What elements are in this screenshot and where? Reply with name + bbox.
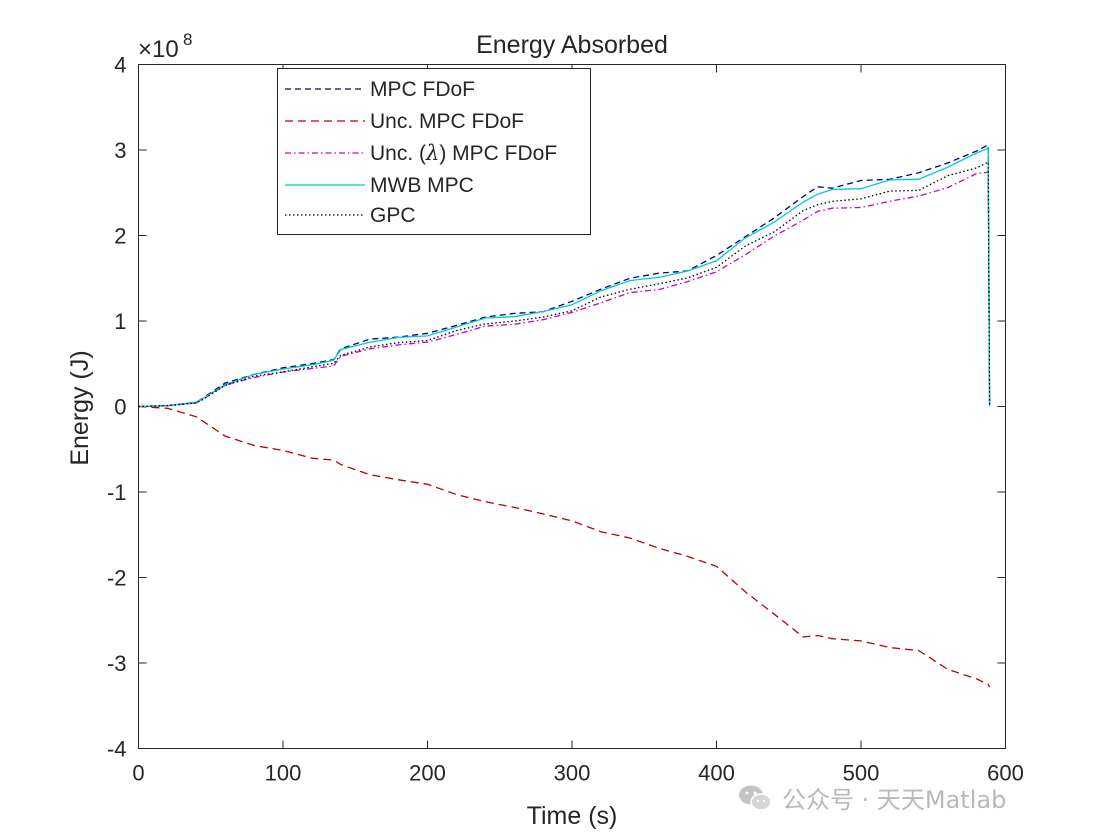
y-axis-label: Energy (J) bbox=[66, 350, 94, 465]
series-unc-mpc-fdof bbox=[138, 405, 991, 688]
y-exponent-power: 8 bbox=[183, 30, 192, 49]
x-axis: 0 100 200 300 400 500 600 bbox=[132, 64, 1024, 786]
wechat-icon bbox=[739, 785, 772, 811]
x-tick-label: 600 bbox=[987, 761, 1024, 786]
legend-label-unc-lambda-post: ) MPC FDoF bbox=[439, 142, 557, 165]
legend-label-mpc: MPC FDoF bbox=[370, 78, 475, 101]
legend-label-gpc: GPC bbox=[370, 204, 416, 227]
lambda-symbol: λ bbox=[425, 141, 439, 165]
y-tick-label: -1 bbox=[107, 480, 127, 505]
x-tick-label: 300 bbox=[554, 761, 591, 786]
legend-box bbox=[277, 68, 591, 235]
legend-label-unc-lambda: Unc. (λ) MPC FDoF bbox=[370, 141, 557, 165]
y-tick-label: 4 bbox=[114, 53, 126, 78]
y-tick-label: -4 bbox=[107, 737, 127, 762]
series-unc-lambda-mpc-fdof bbox=[138, 171, 991, 408]
legend: MPC FDoF Unc. MPC FDoF Unc. (λ) MPC FDoF… bbox=[277, 68, 591, 235]
watermark-text: 公众号 · 天天Matlab bbox=[782, 786, 1007, 814]
series-mwb-mpc bbox=[138, 147, 991, 408]
y-axis: 4 3 2 1 0 -1 -2 -3 -4 bbox=[107, 53, 1006, 762]
chart-title: Energy Absorbed bbox=[476, 31, 668, 59]
x-tick-label: 200 bbox=[409, 761, 446, 786]
series-layer bbox=[138, 143, 991, 688]
y-tick-label: -3 bbox=[107, 651, 127, 676]
x-axis-label: Time (s) bbox=[527, 802, 618, 830]
y-exponent-base: ×10 bbox=[138, 36, 179, 63]
watermark: 公众号 · 天天Matlab bbox=[738, 780, 1006, 815]
y-tick-label: -2 bbox=[107, 566, 127, 591]
legend-label-unc: Unc. MPC FDoF bbox=[370, 110, 524, 133]
y-tick-label: 3 bbox=[114, 138, 126, 163]
x-tick-label: 500 bbox=[843, 761, 880, 786]
y-tick-label: 2 bbox=[114, 224, 126, 249]
x-tick-label: 400 bbox=[698, 761, 735, 786]
legend-label-mwb: MWB MPC bbox=[370, 174, 474, 197]
y-tick-label: 1 bbox=[114, 309, 126, 334]
legend-label-unc-lambda-pre: Unc. ( bbox=[370, 142, 426, 165]
y-tick-label: 0 bbox=[114, 395, 126, 420]
x-tick-label: 100 bbox=[265, 761, 302, 786]
x-tick-label: 0 bbox=[132, 761, 144, 786]
series-mpc-fdof bbox=[138, 143, 991, 408]
